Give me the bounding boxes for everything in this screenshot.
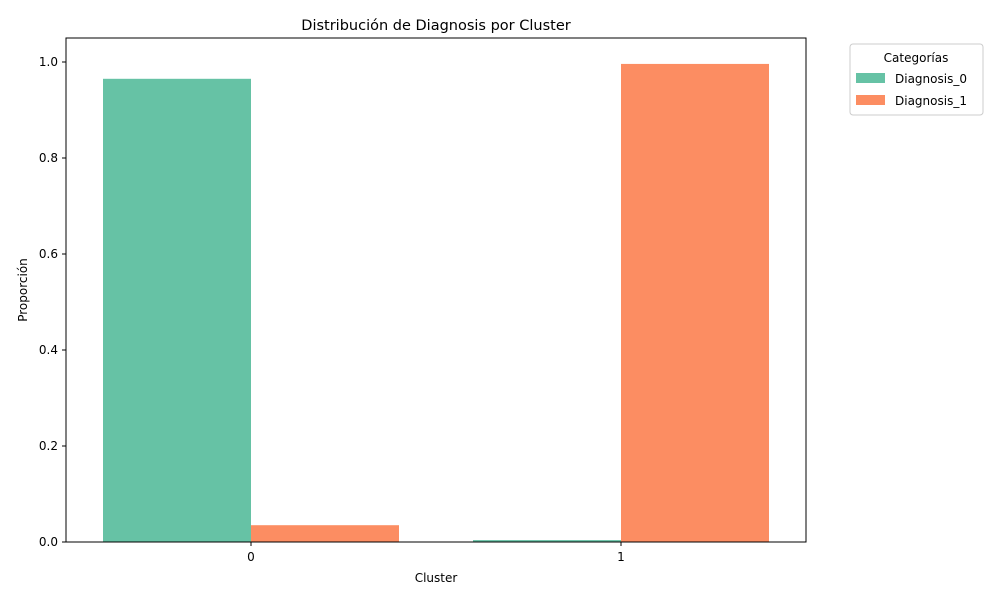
chart-title: Distribución de Diagnosis por Cluster: [301, 18, 570, 34]
y-tick-label: 1.0: [39, 55, 58, 69]
bar-diagnosis-0-cluster-0: [103, 78, 251, 543]
plot-frame: [65, 37, 807, 543]
legend-label-diagnosis-0: Diagnosis_0: [895, 72, 967, 86]
bar-diagnosis-1-cluster-1: [621, 63, 769, 543]
legend-swatch-diagnosis-1: [856, 95, 885, 105]
legend-title: Categorías: [884, 51, 949, 65]
y-tick-label: 0.8: [39, 151, 58, 165]
legend-label-diagnosis-1: Diagnosis_1: [895, 94, 967, 108]
y-tick-label: 0.2: [39, 439, 58, 453]
legend-swatch-diagnosis-0: [856, 73, 885, 83]
legend-items: Diagnosis_0 Diagnosis_1: [856, 72, 967, 108]
x-axis-label: Cluster: [415, 571, 458, 585]
y-tick-label: 0.6: [39, 247, 58, 261]
y-tick-label: 0.4: [39, 343, 58, 357]
legend: Categorías Diagnosis_0 Diagnosis_1: [849, 43, 984, 116]
x-tick-label: 0: [247, 550, 255, 564]
bar-diagnosis-1-cluster-0: [251, 525, 399, 542]
y-axis: 0.0 0.2 0.4 0.6 0.8 1.0: [39, 55, 66, 549]
bars-group: [103, 63, 769, 543]
x-tick-label: 1: [617, 550, 625, 564]
y-axis-label: Proporción: [16, 258, 30, 322]
bar-diagnosis-0-cluster-1: [473, 540, 621, 542]
y-tick-label: 0.0: [39, 535, 58, 549]
